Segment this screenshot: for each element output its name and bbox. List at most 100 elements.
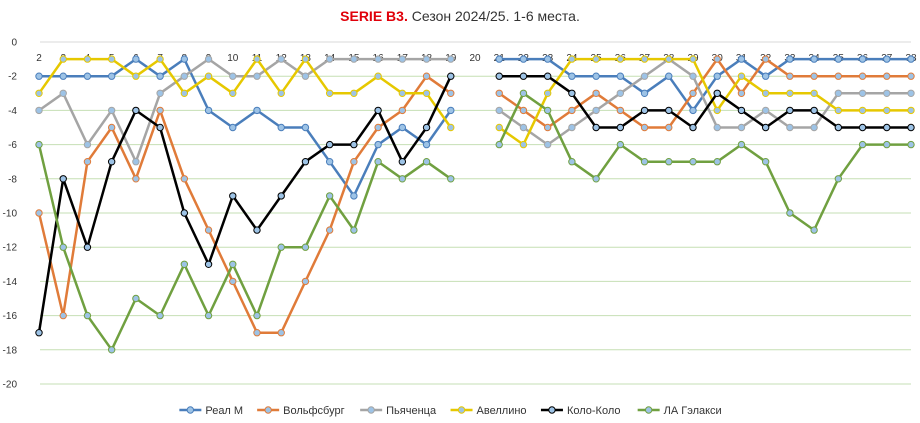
series-6-point <box>592 175 600 183</box>
chart-title-bold: SERIE B3. <box>340 8 408 24</box>
series-3-line <box>498 57 911 146</box>
series-6-point <box>640 158 649 166</box>
series-5-point <box>59 175 67 183</box>
series-5-point <box>640 106 649 115</box>
series-3-point <box>277 55 285 63</box>
series-1-point <box>858 55 867 63</box>
series-5-point <box>592 123 600 132</box>
series-2-point <box>156 106 164 115</box>
series-5-point <box>204 260 213 268</box>
series-3-point <box>810 123 818 132</box>
series-2-point <box>180 175 189 183</box>
series-6-point <box>568 158 576 166</box>
series-3-point <box>253 72 261 80</box>
series-3-point <box>156 89 164 98</box>
series-5-point <box>277 192 285 200</box>
y-tick-label: -4 <box>8 106 17 117</box>
series-5-point <box>422 123 431 132</box>
series-4-point <box>495 123 503 132</box>
series-2-point <box>786 72 794 80</box>
series-6-point <box>689 158 697 166</box>
series-2-point <box>810 72 818 80</box>
series-3-point <box>883 89 891 98</box>
series-1-point <box>447 106 455 115</box>
series-4-point <box>858 106 867 115</box>
series-3-point <box>834 89 843 98</box>
legend-marker <box>644 406 653 414</box>
series-4-point <box>253 55 261 63</box>
x-tick-label: 10 <box>227 53 239 64</box>
legend-marker <box>457 406 466 414</box>
series-5-point <box>519 72 528 80</box>
series-3-point <box>761 106 770 115</box>
series-1-point <box>204 106 213 115</box>
series-6-point <box>301 243 310 251</box>
series-2-point <box>253 329 261 337</box>
series-6-point <box>132 294 140 303</box>
series-6-point <box>422 158 431 166</box>
series-2-point <box>204 226 213 234</box>
series-3-point <box>422 55 431 63</box>
series-1-point <box>35 72 43 80</box>
series-2-point <box>350 158 358 166</box>
series-4-line <box>498 57 911 146</box>
series-3-point <box>374 55 382 63</box>
series-1-point <box>325 158 334 166</box>
chart-title-rest: Сезон 2024/25. 1-6 места. <box>408 8 580 24</box>
series-4-point <box>592 55 600 63</box>
series-3-point <box>107 106 116 115</box>
series-6-point <box>810 226 818 234</box>
y-tick-label: -20 <box>3 380 18 391</box>
series-1-point <box>616 72 625 80</box>
series-3-point <box>204 55 213 63</box>
series-6-line <box>498 92 911 232</box>
series-4-point <box>180 89 189 98</box>
series-1-point <box>810 55 818 63</box>
series-2-point <box>229 277 237 286</box>
series-2-point <box>519 106 528 115</box>
series-1-point <box>689 106 697 115</box>
series-3-point <box>59 89 67 98</box>
series-5-point <box>786 106 794 115</box>
series-1-point <box>592 72 600 80</box>
series-5-point <box>398 158 407 166</box>
legend-item: Вольфсбург <box>257 405 345 417</box>
series-3-point <box>568 123 576 132</box>
series-3-point <box>350 55 358 63</box>
series-6-point <box>398 175 407 183</box>
series-1-point <box>907 55 915 63</box>
series-1-point <box>156 72 164 80</box>
series-5-point <box>156 123 164 132</box>
series-3-point <box>132 158 140 166</box>
series-6-point <box>786 209 794 217</box>
series-5-point <box>301 158 310 166</box>
y-tick-label: -6 <box>8 140 17 151</box>
series-6-point <box>907 140 915 149</box>
series-2-point <box>301 277 310 286</box>
series-5-point <box>568 89 576 98</box>
series-1-line <box>39 57 452 198</box>
series-2-point <box>422 72 431 80</box>
series-5-point <box>107 158 116 166</box>
series-1-point <box>737 55 746 63</box>
series-1-point <box>107 72 116 80</box>
series-2-line <box>37 74 452 334</box>
series-5-point <box>810 106 818 115</box>
series-1-point <box>713 72 721 80</box>
series-3-point <box>301 72 310 80</box>
series-4-point <box>59 55 67 63</box>
series-4-point <box>883 106 891 115</box>
series-1-point <box>277 123 285 132</box>
series-5-point <box>35 329 43 337</box>
series-4-line <box>37 57 452 129</box>
series-3-point <box>640 72 649 80</box>
legend-marker <box>548 406 556 414</box>
y-tick-label: -14 <box>3 277 18 288</box>
series-6-point <box>350 226 358 234</box>
series-1-point <box>761 72 770 80</box>
series-5-point <box>253 226 261 234</box>
series-4-point <box>834 106 843 115</box>
series-6-point <box>858 140 867 149</box>
series-2-point <box>107 123 116 132</box>
